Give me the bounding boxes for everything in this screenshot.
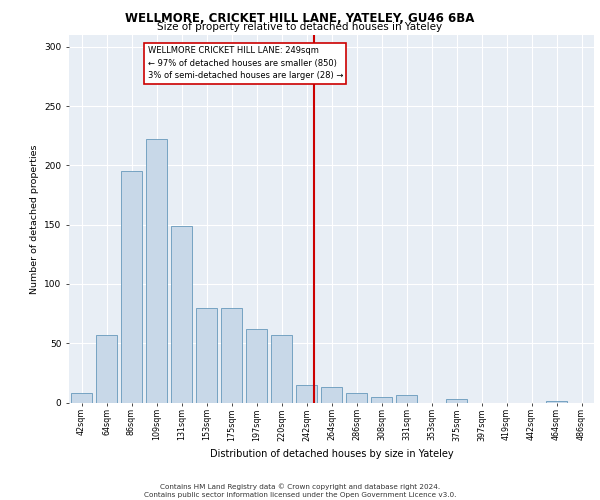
Text: Contains HM Land Registry data © Crown copyright and database right 2024.
Contai: Contains HM Land Registry data © Crown c…	[144, 484, 456, 498]
Bar	[96, 335, 117, 402]
Bar	[146, 140, 167, 402]
Bar	[446, 399, 467, 402]
Bar	[371, 396, 392, 402]
Bar	[121, 172, 142, 402]
Bar	[321, 387, 342, 402]
Bar	[196, 308, 217, 402]
Bar	[396, 396, 417, 402]
Bar	[246, 329, 267, 402]
Bar	[171, 226, 192, 402]
Bar	[221, 308, 242, 402]
Bar	[71, 393, 92, 402]
Y-axis label: Number of detached properties: Number of detached properties	[29, 144, 38, 294]
Bar	[346, 393, 367, 402]
Bar	[271, 335, 292, 402]
Bar	[296, 384, 317, 402]
Text: WELLMORE, CRICKET HILL LANE, YATELEY, GU46 6BA: WELLMORE, CRICKET HILL LANE, YATELEY, GU…	[125, 12, 475, 26]
Text: WELLMORE CRICKET HILL LANE: 249sqm
← 97% of detached houses are smaller (850)
3%: WELLMORE CRICKET HILL LANE: 249sqm ← 97%…	[148, 46, 343, 80]
X-axis label: Distribution of detached houses by size in Yateley: Distribution of detached houses by size …	[209, 449, 454, 459]
Text: Size of property relative to detached houses in Yateley: Size of property relative to detached ho…	[157, 22, 443, 32]
